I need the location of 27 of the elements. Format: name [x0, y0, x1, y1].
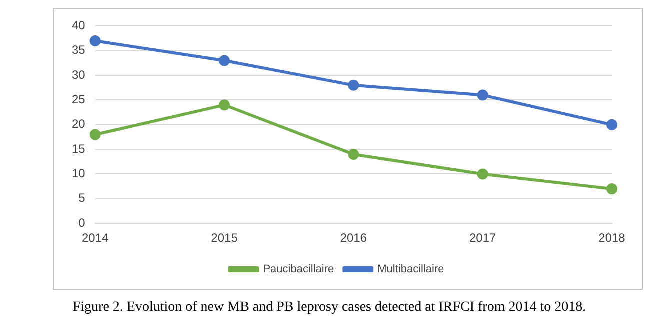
point [90, 129, 101, 140]
point [477, 168, 488, 180]
point [606, 119, 618, 130]
y-tick-label: 0 [78, 216, 86, 230]
point [477, 90, 488, 101]
y-tick-label: 25 [72, 92, 86, 107]
legend-label: Multibacillaire [378, 264, 444, 276]
x-tick-label: 2015 [211, 231, 238, 246]
y-tick-label: 20 [72, 117, 86, 132]
point [348, 80, 360, 91]
point [606, 184, 618, 195]
caption: Figure 2. Evolution of new MB and PB leprosy cases detected at IRFCI from 2014 to 2018. [72, 300, 588, 316]
x-tick-label: 2016 [340, 231, 368, 246]
point [219, 100, 230, 111]
x-tick-label: 2014 [82, 231, 110, 246]
point [219, 55, 230, 66]
point [90, 36, 101, 47]
y-tick-label: 35 [72, 43, 86, 58]
x-tick-label: 2017 [469, 231, 497, 246]
x-tick-label: 2018 [598, 231, 626, 246]
y-tick-label: 15 [72, 142, 86, 156]
legend-label: Paucibacillaire [263, 264, 334, 276]
y-tick-label: 5 [78, 191, 86, 206]
y-tick-label: 10 [72, 166, 86, 181]
y-tick-label: 40 [72, 18, 86, 33]
point [348, 149, 360, 160]
y-tick-label: 30 [72, 68, 86, 82]
